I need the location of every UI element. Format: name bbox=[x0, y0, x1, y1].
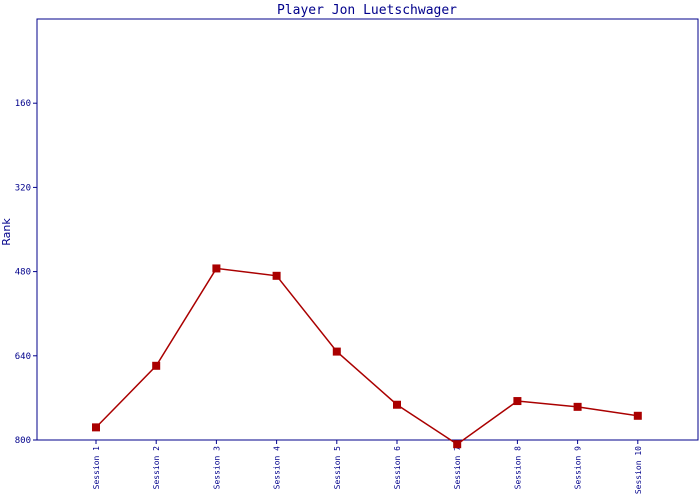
y-axis: 160 320 480 640 800 bbox=[15, 99, 37, 446]
x-tick-label: Session 7 bbox=[453, 446, 462, 490]
data-point-marker bbox=[633, 411, 642, 420]
x-tick-label: Session 1 bbox=[92, 446, 101, 490]
series-layer bbox=[92, 264, 642, 449]
data-point-marker bbox=[393, 400, 401, 409]
y-axis-label: Rank bbox=[0, 218, 13, 246]
x-tick-label: Session 3 bbox=[212, 446, 221, 490]
y-tick-label: 160 bbox=[15, 99, 31, 109]
data-point-marker bbox=[272, 271, 281, 280]
x-tick-label: Session 6 bbox=[393, 446, 402, 490]
data-point-marker bbox=[212, 264, 221, 273]
plot-area bbox=[36, 18, 699, 441]
x-tick-label: Session 10 bbox=[634, 446, 643, 494]
x-tick-label: Session 9 bbox=[574, 446, 583, 490]
y-tick-label: 480 bbox=[15, 268, 31, 278]
x-tick-label: Session 5 bbox=[333, 446, 342, 490]
data-point-marker bbox=[152, 361, 161, 370]
data-point-marker bbox=[332, 347, 341, 356]
data-point-marker bbox=[453, 440, 462, 449]
chart-title: Player Jon Luetschwager bbox=[277, 3, 457, 18]
x-axis: Session 1 Session 2 Session 3 Session 4 Sess… bbox=[92, 440, 643, 494]
x-tick-label: Session 8 bbox=[513, 446, 522, 490]
x-tick-label: Session 4 bbox=[273, 446, 282, 490]
y-tick-label: 640 bbox=[15, 352, 31, 362]
data-point-marker bbox=[513, 397, 522, 406]
y-tick-label: 320 bbox=[15, 183, 31, 193]
data-point-marker bbox=[92, 423, 100, 432]
x-tick-label: Session 2 bbox=[152, 446, 161, 490]
series-line bbox=[95, 267, 638, 446]
y-tick-label: 800 bbox=[15, 436, 31, 446]
data-point-marker bbox=[573, 402, 582, 411]
